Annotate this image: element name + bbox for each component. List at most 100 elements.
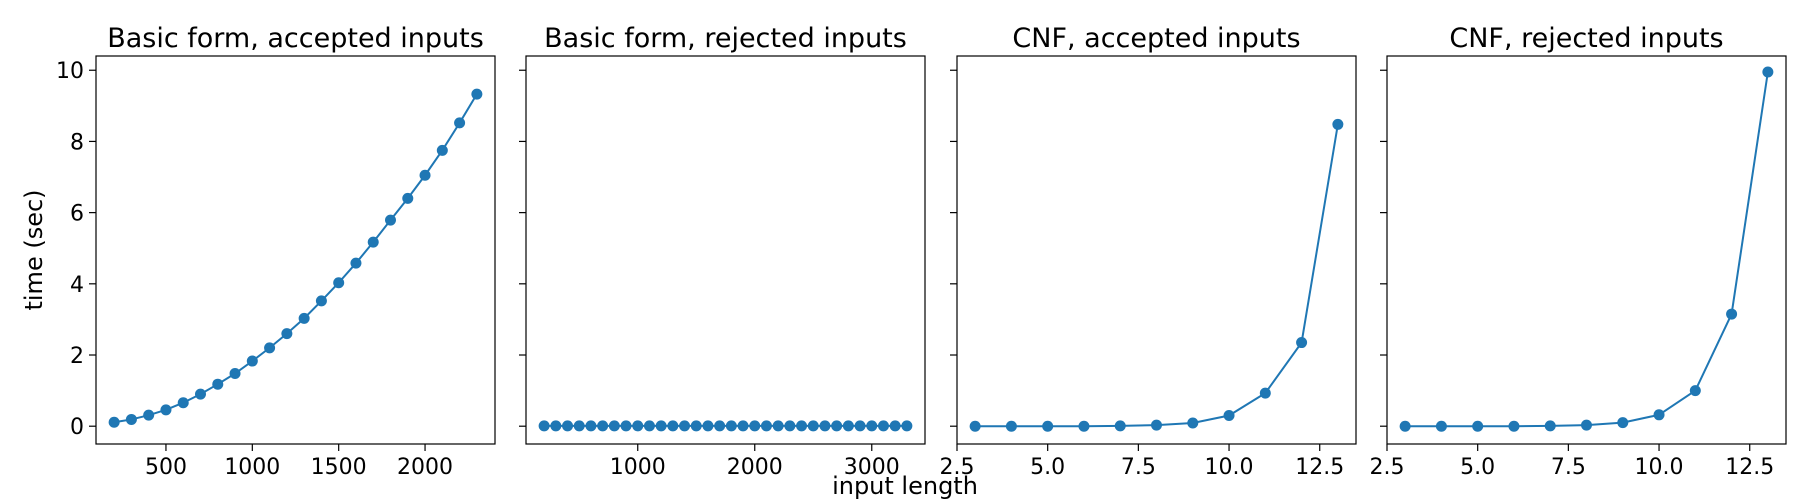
x-tick-label: 7.5 xyxy=(1121,455,1156,480)
y-axis-label: time (sec) xyxy=(20,189,48,310)
data-point xyxy=(385,214,396,226)
data-point xyxy=(125,413,137,425)
data-point xyxy=(1726,308,1738,320)
data-point xyxy=(749,420,761,432)
data-point xyxy=(877,420,889,432)
x-tick-label: 12.5 xyxy=(1725,455,1774,480)
data-point xyxy=(760,420,772,432)
data-point xyxy=(298,312,310,324)
data-point xyxy=(1762,66,1774,78)
x-tick-label: 5.0 xyxy=(1030,455,1065,480)
data-point xyxy=(1078,420,1090,432)
x-tick-label: 1500 xyxy=(311,455,367,480)
data-point xyxy=(1005,420,1017,432)
x-tick-label: 3000 xyxy=(844,455,900,480)
data-point xyxy=(436,144,448,156)
data-point xyxy=(1151,419,1162,431)
data-point xyxy=(690,420,702,432)
plot-frame xyxy=(95,55,496,445)
data-point xyxy=(1508,420,1520,432)
data-point xyxy=(1581,419,1592,431)
data-point xyxy=(784,420,796,432)
data-point xyxy=(177,397,189,409)
series-line xyxy=(113,93,478,424)
x-tick-label: 2000 xyxy=(727,455,783,480)
data-point xyxy=(854,420,866,432)
chart-title: Basic form, accepted inputs xyxy=(107,23,484,54)
data-point xyxy=(819,420,831,432)
data-point xyxy=(772,420,784,432)
series-line xyxy=(975,124,1339,428)
y-tick-label: 4 xyxy=(70,273,84,298)
data-point xyxy=(620,420,632,432)
data-point xyxy=(264,342,276,354)
x-tick-label: 1000 xyxy=(610,455,666,480)
x-tick-label: 10.0 xyxy=(1635,455,1684,480)
y-tick-label: 10 xyxy=(56,59,84,84)
data-point xyxy=(889,420,901,432)
x-tick-label: 2.5 xyxy=(940,455,975,480)
data-point xyxy=(1653,409,1665,421)
data-point xyxy=(229,368,241,380)
data-point xyxy=(108,416,120,428)
data-point xyxy=(1399,420,1411,432)
data-point xyxy=(796,420,808,432)
data-point xyxy=(1296,337,1308,349)
data-point xyxy=(1472,420,1484,432)
x-tick-label: 2000 xyxy=(397,455,453,480)
data-point xyxy=(402,192,414,204)
data-point xyxy=(969,420,981,432)
data-point xyxy=(538,420,550,432)
panels: Basic form, accepted inputs 0 2 4 6 8 10 500 100… xyxy=(56,23,1787,480)
data-point xyxy=(901,420,913,432)
data-point xyxy=(333,277,345,289)
chart-title: CNF, accepted inputs xyxy=(1012,23,1300,54)
y-tick-label: 8 xyxy=(70,130,84,155)
data-point xyxy=(350,257,362,269)
data-point xyxy=(1435,420,1447,432)
x-tick-label: 7.5 xyxy=(1551,455,1586,480)
chart-panel-3: CNF, accepted inputs 2.5 5.0 7.5 10.0 12.5 xyxy=(940,23,1357,480)
plot-frame xyxy=(525,55,926,445)
data-point xyxy=(1187,417,1199,429)
x-tick-label: 10.0 xyxy=(1205,455,1254,480)
data-point xyxy=(143,409,155,421)
data-point xyxy=(1689,385,1701,397)
data-point xyxy=(160,404,172,416)
chart-panel-2: Basic form, rejected inputs 1000 2000 3000 xyxy=(519,23,926,480)
series-line xyxy=(1405,71,1769,428)
data-point xyxy=(737,420,749,432)
data-point xyxy=(1617,417,1629,429)
data-point xyxy=(632,420,644,432)
chart-title: Basic form, rejected inputs xyxy=(544,23,907,54)
y-tick-label: 0 xyxy=(70,415,84,440)
data-point xyxy=(585,420,597,432)
data-point xyxy=(471,88,483,100)
data-point xyxy=(550,420,562,432)
x-tick-label: 1000 xyxy=(224,455,280,480)
data-point xyxy=(702,420,714,432)
x-tick-label: 5.0 xyxy=(1460,455,1495,480)
data-point xyxy=(714,420,726,432)
data-point xyxy=(1223,410,1235,422)
plot-frame xyxy=(1386,55,1787,445)
data-point xyxy=(562,420,574,432)
chart-title: CNF, rejected inputs xyxy=(1449,23,1723,54)
data-point xyxy=(679,420,691,432)
data-point xyxy=(725,420,737,432)
x-tick-label: 12.5 xyxy=(1295,455,1344,480)
data-point xyxy=(454,117,466,129)
data-point xyxy=(315,295,327,307)
data-point xyxy=(281,328,293,340)
data-point xyxy=(1332,118,1344,130)
x-tick-label: 2.5 xyxy=(1370,455,1405,480)
data-point xyxy=(1259,387,1271,399)
data-point xyxy=(1114,420,1126,432)
data-point xyxy=(807,420,819,432)
chart-panel-1: Basic form, accepted inputs 0 2 4 6 8 10 500 100… xyxy=(56,23,496,480)
data-point xyxy=(667,420,679,432)
y-tick-label: 2 xyxy=(70,344,84,369)
data-point xyxy=(655,420,667,432)
data-point xyxy=(866,420,878,432)
